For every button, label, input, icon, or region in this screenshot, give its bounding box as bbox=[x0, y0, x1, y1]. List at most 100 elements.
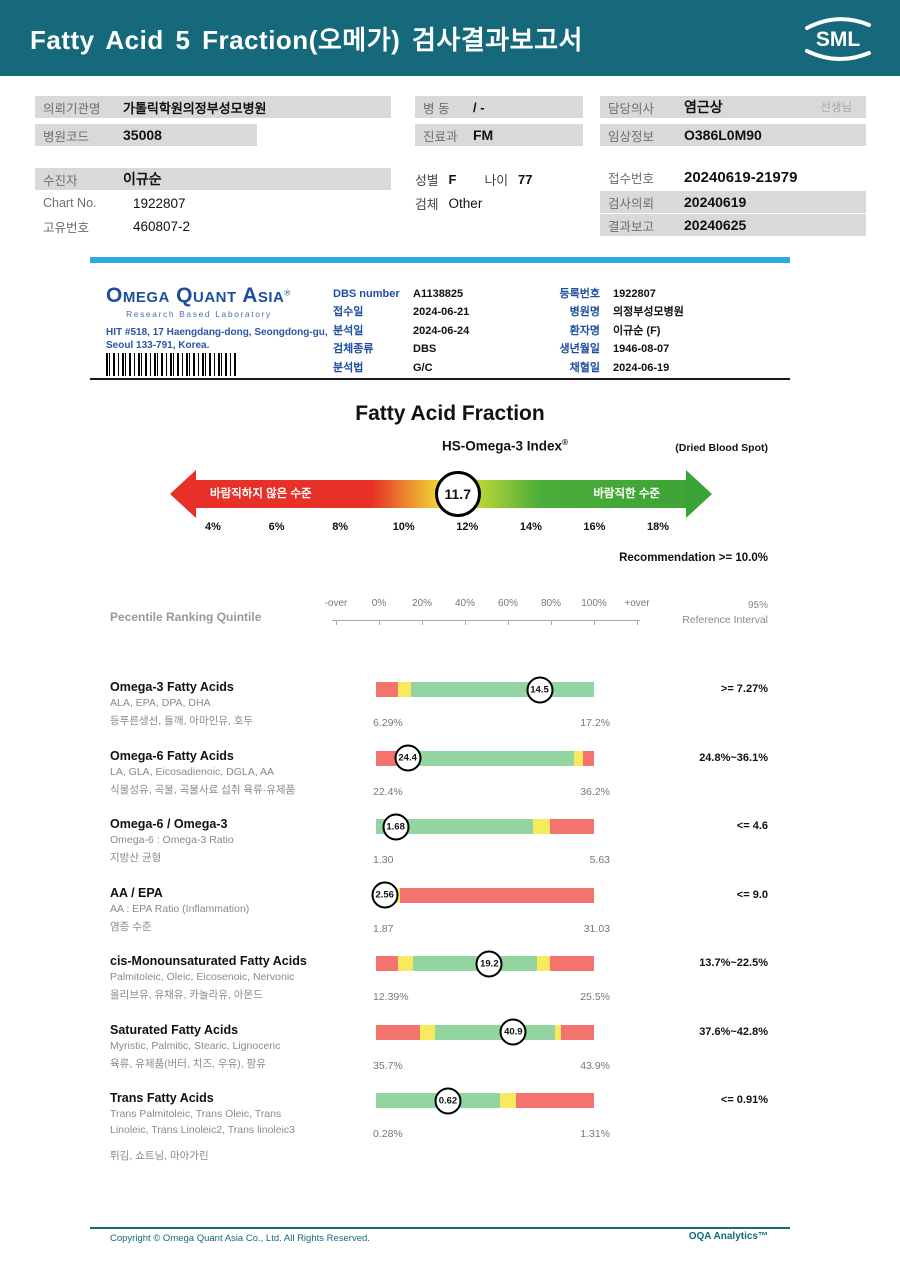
field-clinical-info: 임상정보 O386L0M90 bbox=[600, 124, 866, 146]
department-value: FM bbox=[473, 127, 494, 143]
lab-field: 분석법 G/C bbox=[333, 361, 433, 374]
fatty-acid-components-line2: Linoleic, Trans Linoleic2, Trans linolei… bbox=[110, 1124, 296, 1136]
axis-tick-label: +over bbox=[624, 598, 650, 609]
lab-address: HIT #518, 17 Haengdang-dong, Seongdong-g… bbox=[106, 326, 328, 352]
fatty-acid-row: Omega-6 / Omega-3 Omega-6 : Omega-3 Rati… bbox=[90, 810, 790, 879]
bar-segment-red bbox=[376, 682, 398, 697]
fatty-acid-components: Palmitoleic, Oleic, Eicosenoic, Nervonic bbox=[110, 971, 295, 983]
doctor-label: 담당의사 bbox=[608, 101, 655, 116]
value-marker: 1.68 bbox=[382, 813, 410, 840]
fatty-acid-name: Omega-3 Fatty Acids bbox=[110, 680, 234, 694]
range-min-label: 12.39% bbox=[373, 991, 409, 1003]
quintile-label: Pecentile Ranking Quintile bbox=[110, 610, 262, 624]
fatty-acid-row: AA / EPA AA : EPA Ratio (Inflammation) 염… bbox=[90, 879, 790, 948]
axis-tick-label: 60% bbox=[497, 598, 519, 609]
lab-fields-left: DBS number A1138825 접수일 2024-06-21 분석일 2024… bbox=[333, 284, 469, 376]
divider-blue bbox=[90, 257, 790, 263]
request-date-value: 20240619 bbox=[684, 194, 747, 210]
gauge-tick-label: 16% bbox=[583, 521, 606, 533]
hospital-code-label: 병원코드 bbox=[43, 129, 90, 144]
range-max-label: 5.63 bbox=[589, 854, 610, 866]
fatty-acid-sources-korean: 식물성유, 곡물, 곡물사료 섭취 육류·유제품 bbox=[110, 783, 296, 796]
bar-segment-yellow bbox=[554, 1024, 562, 1040]
fatty-acid-row: Omega-6 Fatty Acids LA, GLA, Eicosadieno… bbox=[90, 742, 790, 811]
lab-fields-right: 등록번호 1922807 병원명 의정부성모병원 환자명 이규순 (F) 생년월일 19… bbox=[536, 284, 684, 376]
bar-segment-green bbox=[434, 1024, 555, 1040]
bar-segment-red bbox=[561, 1024, 594, 1040]
specimen-value: Other bbox=[448, 195, 483, 211]
gauge-tick-label: 14% bbox=[519, 521, 542, 533]
value-marker: 24.4 bbox=[394, 744, 422, 772]
field-request-date: 검사의뢰 20240619 bbox=[600, 191, 866, 213]
requesting-org-label: 의뢰기관명 bbox=[43, 101, 101, 116]
bar-segment-yellow bbox=[397, 682, 411, 697]
header-bar: Fatty Acid 5 Fraction(오메가) 검사결과보고서 SML bbox=[0, 0, 900, 76]
fatty-acid-sources-korean: 등푸른생선, 들깨, 아마인유, 호두 bbox=[110, 715, 254, 727]
fatty-acid-name: AA / EPA bbox=[110, 885, 163, 900]
range-max-label: 17.2% bbox=[580, 717, 610, 729]
value-marker: 40.9 bbox=[499, 1018, 527, 1046]
ward-label: 병 동 bbox=[423, 101, 450, 116]
index-title-text: HS-Omega-3 Index bbox=[442, 438, 563, 454]
reference-interval: <= 0.91% bbox=[720, 1094, 768, 1106]
doctor-value: 염근상 bbox=[684, 99, 723, 115]
gauge-tick-label: 10% bbox=[392, 521, 415, 533]
bar-segment-red bbox=[399, 887, 594, 903]
fatty-acid-sources-korean: 염증 수준 bbox=[110, 920, 152, 933]
axis-tick-mark bbox=[508, 620, 509, 625]
gauge-tick-label: 4% bbox=[205, 521, 221, 533]
field-receipt-no: 접수번호 20240619-21979 bbox=[600, 166, 866, 188]
sex-value: F bbox=[448, 171, 457, 187]
reference-header-95: 95% bbox=[747, 600, 768, 611]
range-max-label: 43.9% bbox=[580, 1059, 610, 1072]
value-marker: 0.62 bbox=[434, 1087, 462, 1114]
lab-wordmark: Omega Quant Asia bbox=[106, 284, 285, 307]
clinical-info-value: O386L0M90 bbox=[684, 127, 762, 143]
range-min-label: 0.28% bbox=[373, 1128, 403, 1140]
axis-tick-mark bbox=[594, 620, 595, 625]
reference-interval: >= 7.27% bbox=[720, 683, 768, 695]
marker-value: 2.56 bbox=[375, 889, 394, 901]
recommendation-text: Recommendation >= 10.0% bbox=[619, 552, 768, 564]
quintile-bar: 24.4 bbox=[376, 744, 594, 772]
marker-value: 19.2 bbox=[480, 958, 499, 969]
reference-interval: <= 9.0 bbox=[736, 888, 768, 901]
quintile-bar: 0.62 bbox=[376, 1087, 594, 1114]
bar-segment-red bbox=[583, 750, 594, 766]
lab-field: 생년월일 1946-08-07 bbox=[559, 343, 670, 356]
range-max-label: 25.5% bbox=[580, 991, 610, 1003]
bar-segment-red bbox=[376, 1024, 420, 1040]
section-title: Fatty Acid Fraction bbox=[355, 402, 545, 425]
page-title: Fatty Acid 5 Fraction(오메가) 검사결과보고서 bbox=[30, 24, 583, 55]
quintile-bar: 14.5 bbox=[376, 676, 594, 703]
value-marker: 2.56 bbox=[371, 881, 399, 909]
dried-blood-spot-note: (Dried Blood Spot) bbox=[675, 442, 768, 454]
marker-value: 40.9 bbox=[504, 1026, 523, 1038]
fatty-acid-components: Trans Palmitoleic, Trans Oleic, Trans bbox=[110, 1108, 282, 1120]
lab-field: 등록번호 1922807 bbox=[559, 288, 656, 300]
receipt-no-label: 접수번호 bbox=[608, 171, 655, 186]
gauge-left-arrowhead bbox=[170, 470, 196, 518]
index-registered-mark: ® bbox=[562, 438, 568, 447]
axis-tick-mark bbox=[379, 620, 380, 625]
reference-interval: 37.6%~42.8% bbox=[699, 1025, 768, 1038]
axis-tick-mark bbox=[637, 620, 638, 625]
axis-tick-label: 0% bbox=[371, 598, 387, 609]
fatty-acid-sources-korean: 지방산 균형 bbox=[110, 852, 162, 864]
gauge-right-arrowhead bbox=[686, 470, 712, 518]
marker-value: 0.62 bbox=[438, 1095, 458, 1106]
axis-tick-label: 80% bbox=[540, 598, 562, 609]
barcode bbox=[106, 353, 236, 376]
range-min-label: 1.30 bbox=[373, 854, 394, 866]
quintile-bar: 40.9 bbox=[376, 1018, 594, 1046]
omega3-index-title: HS-Omega-3 Index® bbox=[110, 438, 900, 454]
hospital-code-value: 35008 bbox=[123, 127, 162, 143]
uid-label: 고유번호 bbox=[43, 220, 90, 235]
field-doctor: 담당의사 염근상 선생님 bbox=[600, 96, 866, 118]
fatty-acid-components: ALA, EPA, DPA, DHA bbox=[110, 697, 211, 709]
lab-field: 접수일 2024-06-21 bbox=[333, 306, 470, 319]
bar-segment-yellow bbox=[500, 1093, 516, 1108]
doctor-suffix: 선생님 bbox=[820, 102, 852, 114]
axis-tick-mark bbox=[551, 620, 552, 625]
